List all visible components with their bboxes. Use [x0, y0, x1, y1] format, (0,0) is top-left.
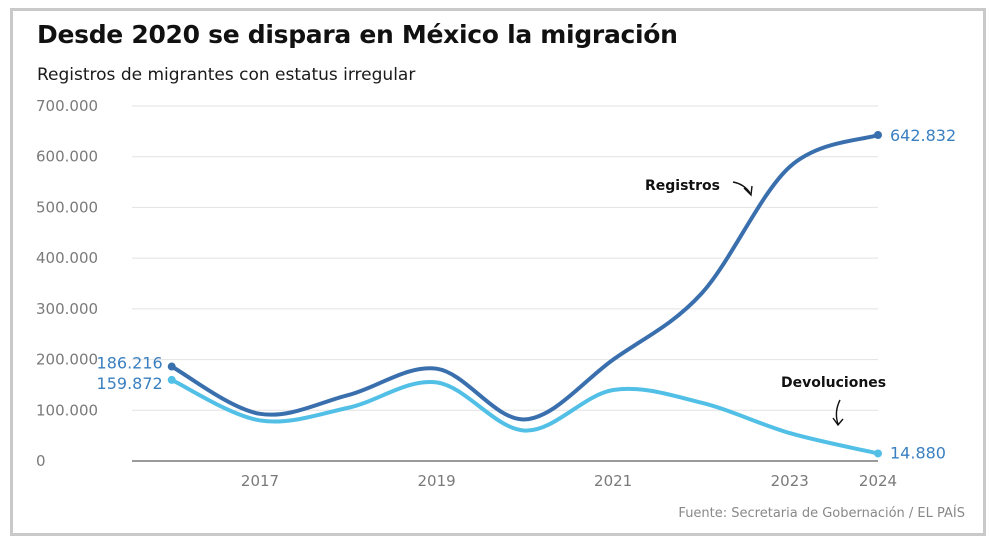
source-note: Fuente: Secretaria de Gobernación / EL P…: [678, 506, 965, 521]
x-tick-label: 2023: [771, 472, 809, 490]
devoluciones-start-label: 159.872: [97, 374, 163, 393]
devoluciones-end-label: 14.880: [890, 443, 946, 462]
y-tick-label: 200.000: [36, 351, 98, 369]
y-tick-label: 100.000: [36, 401, 98, 419]
registros-end-point: [874, 130, 882, 139]
chart-subtitle: Registros de migrantes con estatus irreg…: [37, 65, 416, 85]
devoluciones-end-point: [874, 449, 882, 458]
devoluciones-line: [169, 377, 880, 456]
registros-arrow: [732, 181, 751, 194]
x-tick-label: 2017: [241, 472, 279, 490]
y-tick-label: 500.000: [36, 198, 98, 216]
x-tick-label: 2021: [594, 472, 632, 490]
chart-frame: [10, 8, 986, 536]
x-tick-label: 2024: [859, 472, 897, 490]
registros-line: [169, 132, 880, 422]
x-tick-label: 2019: [417, 472, 455, 490]
devoluciones-series-label: Devoluciones: [781, 375, 886, 391]
devoluciones-arrowhead: [832, 417, 844, 427]
registros-start-point: [167, 362, 176, 371]
devoluciones-arrow: [835, 399, 841, 425]
registros-end-label: 642.832: [890, 126, 956, 145]
y-tick-label: 300.000: [36, 300, 98, 318]
registros-series-label: Registros: [645, 178, 720, 194]
y-tick-label: 600.000: [36, 148, 98, 166]
y-tick-label: 0: [36, 452, 46, 470]
devoluciones-start-point: [167, 375, 176, 384]
chart-title: Desde 2020 se dispara en México la migra…: [37, 20, 678, 49]
y-tick-label: 700.000: [36, 97, 98, 115]
y-tick-label: 400.000: [36, 249, 98, 267]
registros-start-label: 186.216: [97, 354, 163, 373]
registros-arrowhead: [743, 185, 753, 197]
